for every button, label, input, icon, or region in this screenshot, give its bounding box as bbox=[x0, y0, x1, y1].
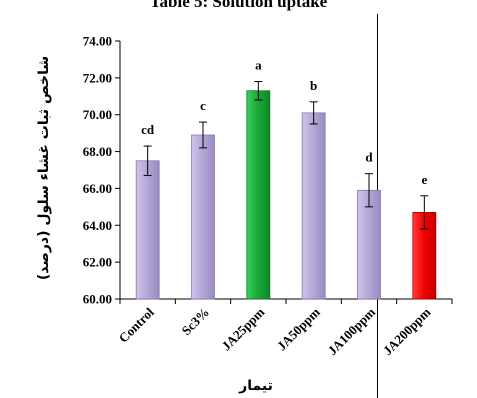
significance-label: b bbox=[310, 78, 317, 93]
y-tick-label: 70.00 bbox=[83, 107, 112, 122]
x-category-label: Sc3% bbox=[179, 305, 213, 339]
y-tick-label: 62.00 bbox=[83, 255, 112, 270]
x-axis-title: تیمار bbox=[238, 378, 273, 394]
y-tick-label: 66.00 bbox=[83, 181, 112, 196]
bar bbox=[301, 112, 326, 300]
page-title: Table 5: Solution uptake bbox=[149, 0, 328, 11]
labels: cd Control c Sc3% a JA25ppm b JA50ppm d JA100ppm e… bbox=[116, 58, 434, 358]
y-tick-label: 60.00 bbox=[83, 292, 112, 307]
significance-label: a bbox=[255, 58, 262, 73]
x-category-label: JA50ppm bbox=[274, 304, 323, 353]
y-tick-label: 68.00 bbox=[83, 144, 112, 159]
x-category-label: JA200ppm bbox=[380, 304, 434, 358]
x-category-label: JA100ppm bbox=[325, 304, 379, 358]
x-category-label: JA25ppm bbox=[219, 304, 268, 353]
significance-label: d bbox=[365, 150, 373, 165]
bar bbox=[135, 160, 160, 300]
bars bbox=[135, 81, 437, 300]
bar bbox=[191, 134, 215, 300]
y-tick-label: 72.00 bbox=[83, 70, 112, 85]
significance-label: c bbox=[200, 98, 206, 113]
bar bbox=[246, 90, 271, 300]
y-tick-label: 74.00 bbox=[83, 34, 112, 49]
significance-label: cd bbox=[141, 122, 155, 137]
axes: 60.00 62.00 64.00 66.00 68.00 70.00 72.00 74.00 bbox=[83, 34, 453, 307]
y-tick-label: 64.00 bbox=[83, 218, 112, 233]
significance-label: e bbox=[421, 172, 427, 187]
y-axis-title: شاخص ثبات غشاء سلول (درصد) bbox=[36, 56, 52, 280]
x-category-label: Control bbox=[116, 304, 157, 345]
